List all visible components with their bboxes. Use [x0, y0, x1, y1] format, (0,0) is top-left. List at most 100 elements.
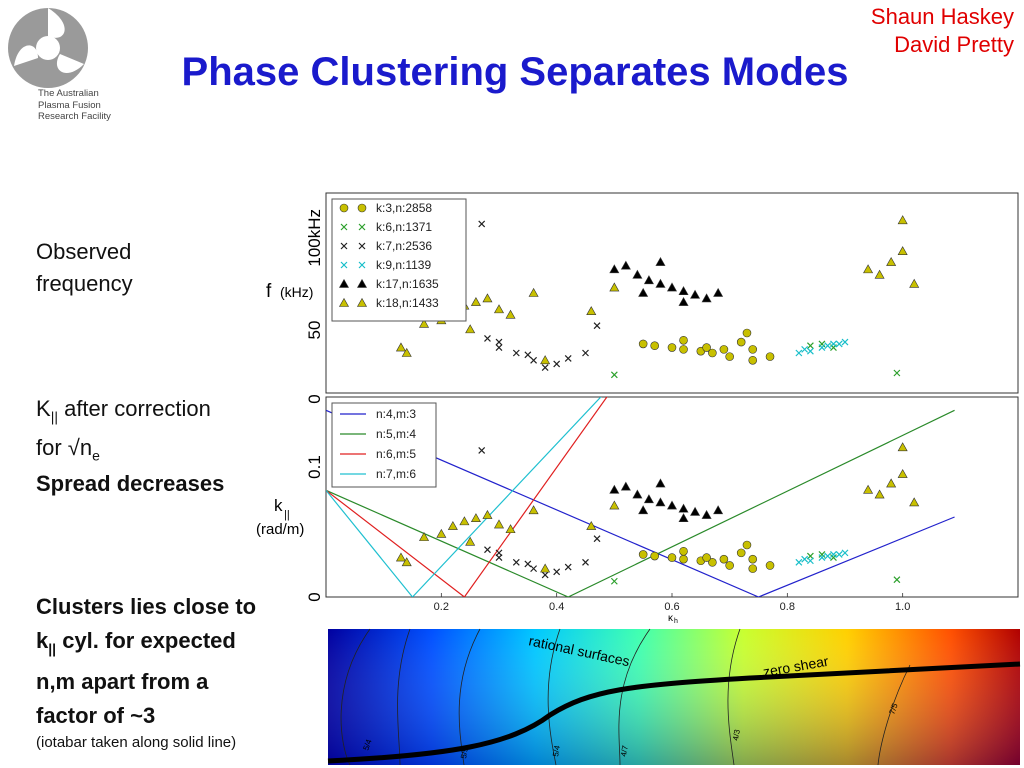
data-point: [524, 351, 532, 359]
text-fragment: for √n: [36, 435, 93, 461]
legend-label: n:4,m:3: [376, 407, 416, 421]
x-tick-label: 0.2: [434, 601, 449, 613]
legend-label: k:17,n:1635: [376, 277, 439, 291]
legend-label: k:9,n:1139: [376, 258, 431, 272]
data-point: [419, 318, 430, 328]
data-point: [505, 524, 516, 534]
chart-figure: 100kHz 50 0 f (kHz) k:3,n:2858 k:6,n:1371…: [256, 192, 1021, 766]
data-point: [638, 287, 649, 297]
data-point: [893, 369, 901, 377]
data-point: [470, 513, 481, 523]
data-point: [690, 289, 701, 299]
data-point: [679, 547, 688, 556]
legend: n:4,m:3 n:5,m:4 n:6,m:5 n:7,m:6: [331, 402, 437, 488]
data-point: [748, 355, 758, 365]
data-point: [748, 554, 758, 564]
data-point: [620, 260, 631, 270]
data-point: [564, 563, 572, 571]
data-point: [708, 558, 717, 567]
data-point: [609, 484, 620, 494]
data-point: [742, 328, 752, 338]
data-point: [719, 345, 729, 354]
x-tick-label: 0.6: [664, 601, 679, 613]
data-point: [643, 494, 654, 504]
legend-marker: [340, 261, 348, 269]
data-point: [713, 287, 724, 297]
legend-label: k:18,n:1433: [376, 296, 439, 310]
data-point: [863, 264, 874, 274]
kpar-plot-frame: [325, 396, 1019, 598]
observed-frequency-text: Observed frequency: [36, 236, 133, 300]
contour-line: [458, 628, 481, 766]
text-line: for √ne: [36, 432, 211, 471]
data-point: [701, 509, 712, 519]
data-point: [495, 338, 503, 346]
data-point: [874, 489, 885, 499]
legend-marker: [339, 203, 349, 213]
data-point: [553, 360, 561, 368]
data-point: [650, 551, 660, 561]
legend-marker: [338, 278, 350, 288]
data-point: [564, 355, 572, 362]
legend-marker: [358, 242, 366, 250]
y-axis-label-sub: ||: [284, 509, 290, 521]
contour-label: 5/9: [459, 746, 470, 759]
logo-line: Plasma Fusion: [38, 99, 101, 111]
data-point: [505, 309, 516, 319]
data-point: [667, 553, 677, 562]
data-point: [586, 306, 597, 315]
data-point: [725, 352, 734, 361]
data-point: [678, 296, 689, 306]
data-point: [824, 342, 832, 350]
data-point: [632, 489, 643, 499]
data-point: [493, 304, 505, 314]
data-point: [874, 269, 885, 279]
data-point: [593, 322, 601, 330]
data-point: [620, 481, 631, 491]
data-point: [632, 269, 643, 279]
legend-box: [331, 402, 437, 488]
spread-text: Spread decreases: [36, 471, 225, 496]
data-point: [540, 563, 551, 573]
text-fragment: cyl. for expected: [56, 628, 236, 653]
legend-label: n:5,m:4: [376, 427, 416, 441]
y-axis-unit: (kHz): [280, 284, 313, 300]
data-point: [795, 349, 803, 357]
data-point: [586, 520, 597, 530]
data-point: [655, 497, 666, 507]
y-axis-label: k: [274, 496, 283, 515]
y-tick-label: 0.1: [305, 455, 324, 479]
data-point: [897, 468, 908, 478]
data-point: [524, 560, 532, 568]
data-point: [512, 558, 520, 566]
series-line: [326, 409, 955, 597]
contour-label: 5/4: [361, 738, 373, 752]
data-point: [655, 278, 666, 288]
contour-line: [877, 664, 911, 766]
data-point: [484, 546, 491, 554]
k-symbol: K: [36, 396, 51, 421]
data-point: [690, 506, 701, 516]
data-point: [493, 519, 505, 529]
data-point: [725, 561, 734, 570]
text-line: Clusters lies close to: [36, 594, 257, 619]
data-point: [482, 509, 493, 519]
data-point: [655, 256, 666, 266]
x-tick-label: 0.4: [549, 601, 564, 613]
data-point: [897, 246, 908, 255]
data-point: [528, 287, 539, 297]
legend-label: k:6,n:1371: [376, 220, 432, 234]
data-point: [484, 335, 491, 342]
top-axis-label: 100kHz: [305, 209, 324, 267]
series-line: [326, 409, 955, 597]
data-point: [886, 256, 897, 266]
data-point: [609, 282, 620, 292]
data-point: [666, 282, 678, 292]
data-point: [582, 558, 589, 566]
data-point: [835, 340, 843, 348]
data-point: [830, 340, 837, 348]
text-line: frequency: [36, 271, 133, 296]
subscript: ||: [48, 640, 57, 657]
data-point: [830, 551, 837, 558]
data-point: [609, 264, 620, 274]
